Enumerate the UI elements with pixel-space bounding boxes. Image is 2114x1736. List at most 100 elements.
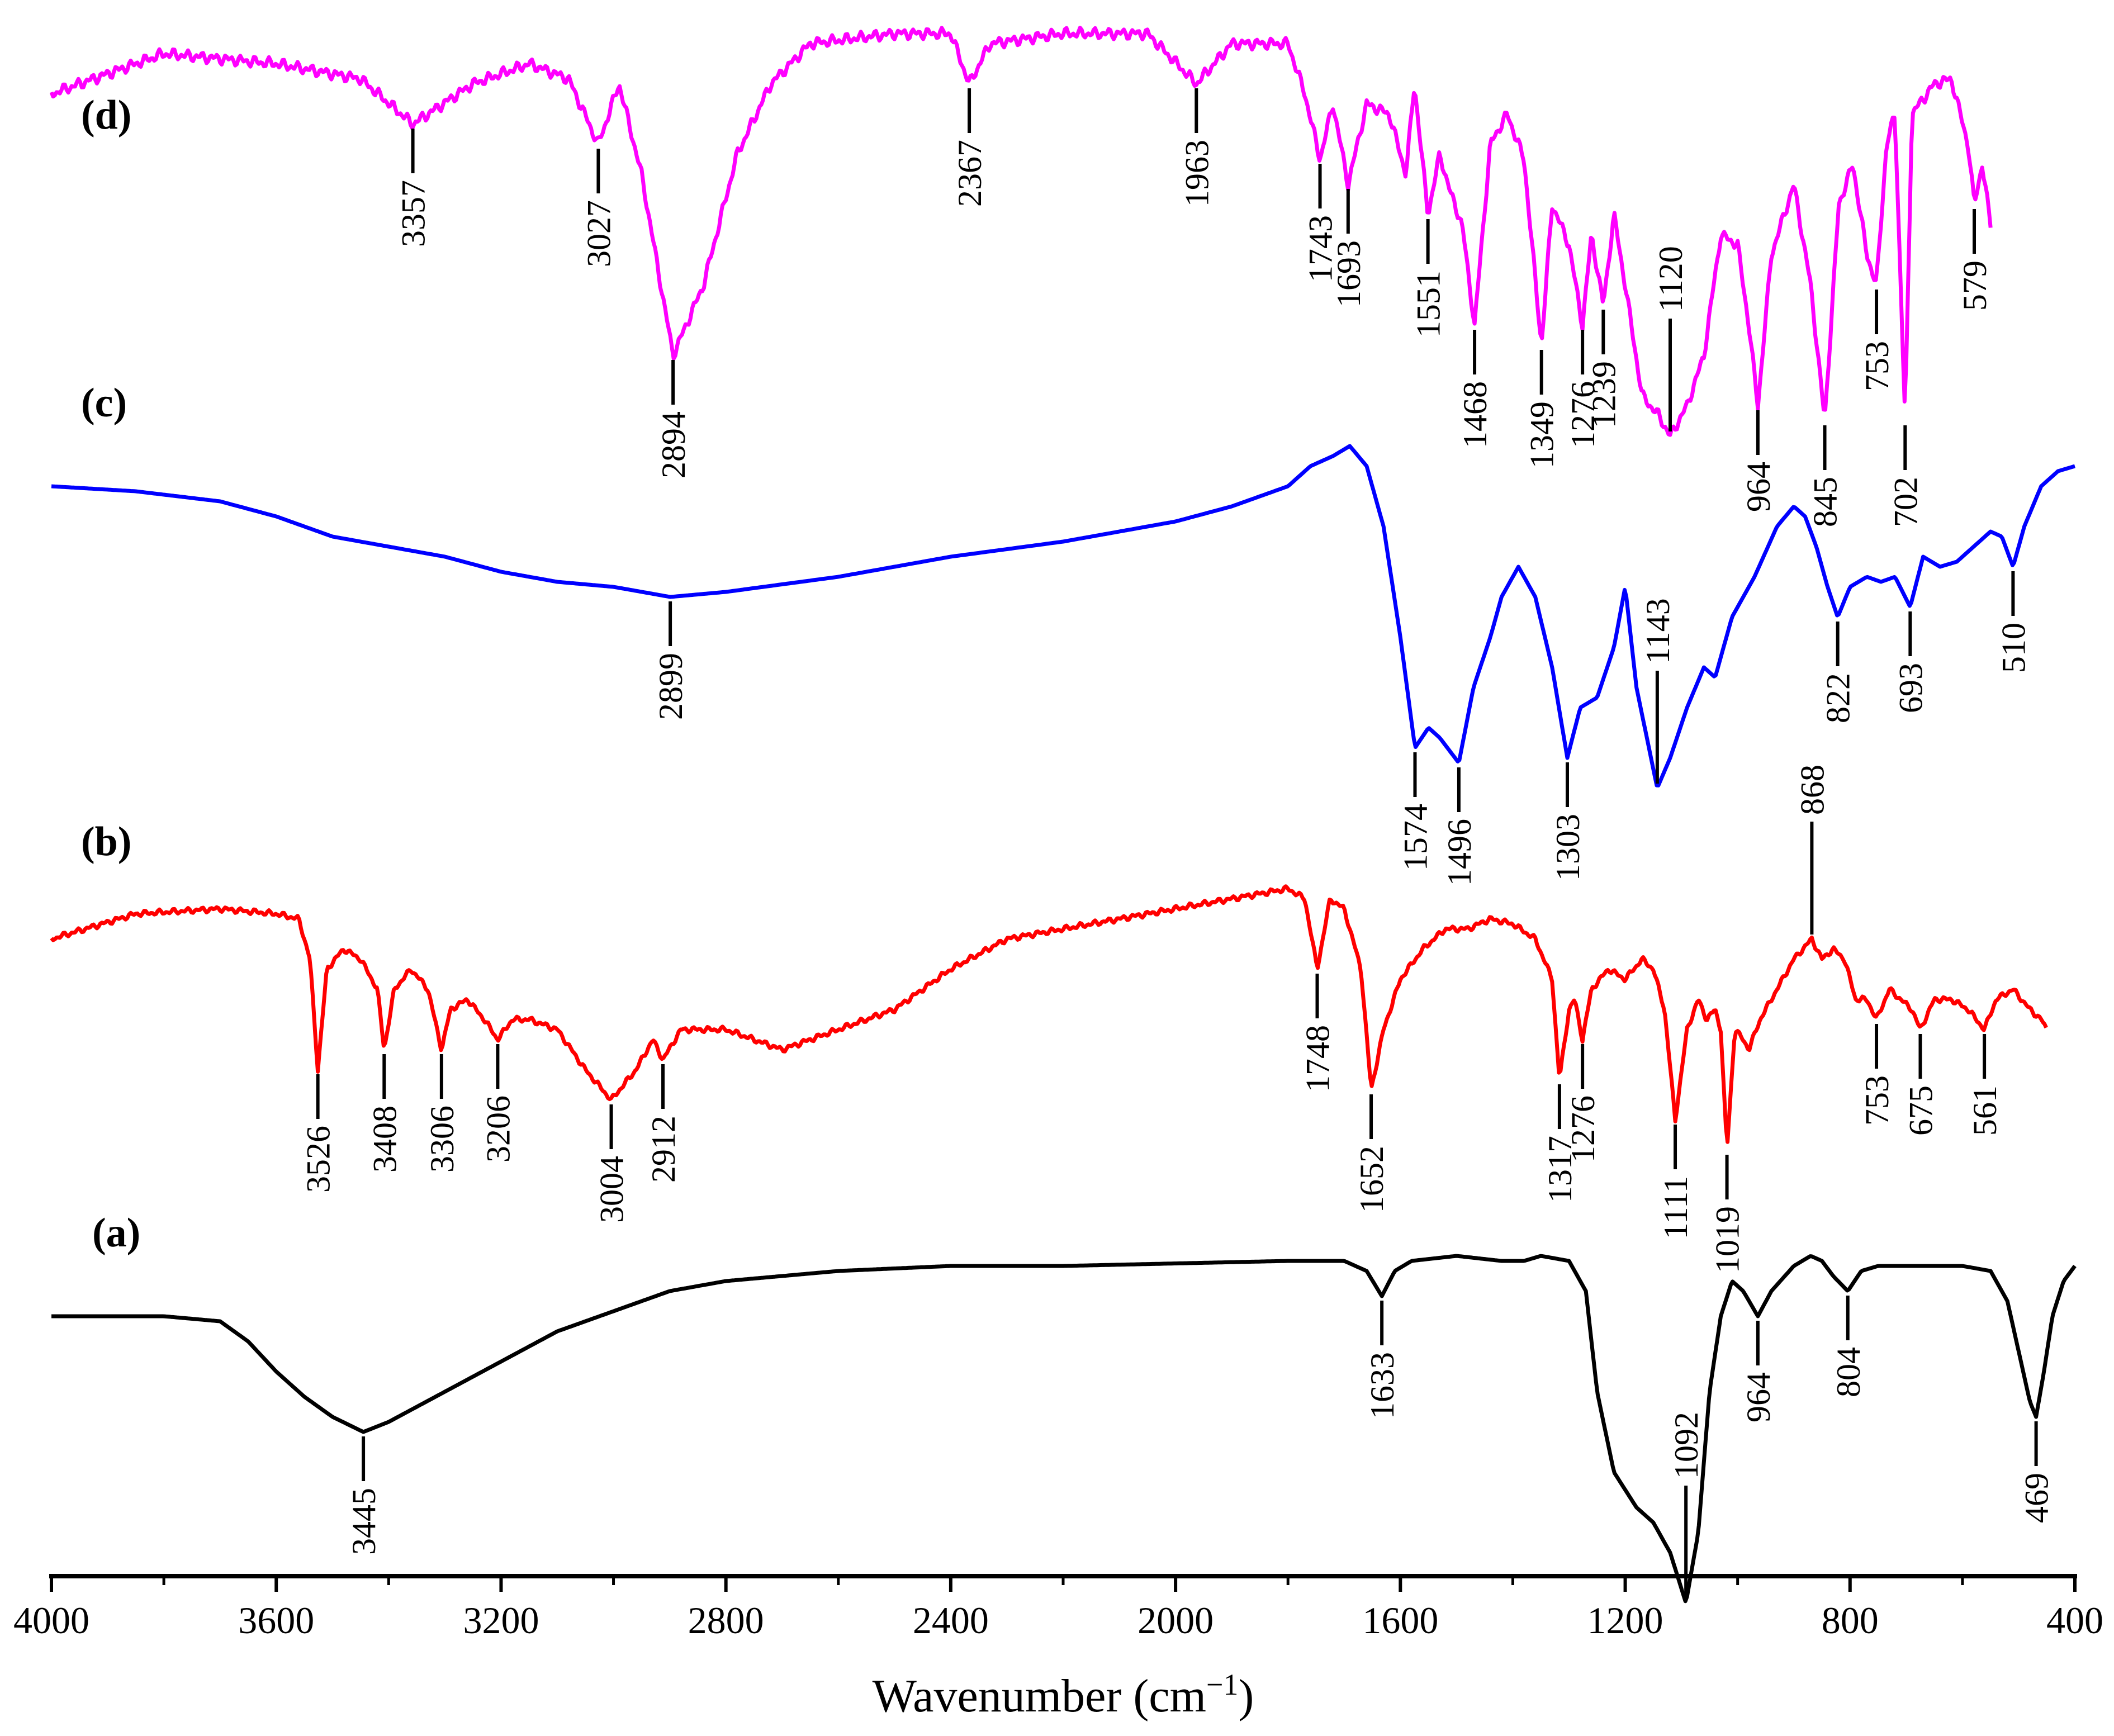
peak-d-1963: 1963 (1178, 88, 1215, 207)
peak-label-text: 3408 (366, 1106, 403, 1173)
peak-d-579: 579 (1956, 209, 1993, 311)
peak-b-1276: 1276 (1565, 1044, 1601, 1163)
peak-b-3306: 3306 (424, 1054, 461, 1173)
peak-d-1349: 1349 (1524, 350, 1561, 468)
peak-d-1693: 1693 (1330, 189, 1367, 307)
peak-label-text: 1748 (1300, 1025, 1336, 1092)
peak-b-1019: 1019 (1709, 1155, 1746, 1273)
x-tick-label: 400 (2046, 1599, 2103, 1642)
peak-b-3004: 3004 (594, 1104, 631, 1223)
peak-a-964: 964 (1740, 1321, 1777, 1422)
x-axis-title: Wavenumber (cm−1) (873, 1668, 1254, 1722)
peak-b-868: 868 (1794, 765, 1831, 935)
peak-a-3445: 3445 (345, 1436, 382, 1555)
peak-d-3357: 3357 (395, 129, 432, 247)
peak-label-text: 1143 (1639, 598, 1676, 664)
x-tick-label: 2000 (1137, 1599, 1214, 1642)
peak-label-text: 1317 (1542, 1136, 1579, 1203)
peak-b-675: 675 (1902, 1034, 1939, 1136)
peak-b-561: 561 (1966, 1034, 2003, 1136)
curve-label-c: (c) (81, 380, 127, 426)
peak-label-text: 3445 (345, 1488, 382, 1555)
x-tick-label: 3600 (238, 1599, 314, 1642)
peak-label-text: 845 (1807, 477, 1844, 527)
peak-label-text: 675 (1902, 1085, 1939, 1136)
peak-label-text: 1574 (1397, 804, 1434, 871)
x-axis-title-sup: −1 (1206, 1668, 1238, 1701)
peak-label-text: 702 (1887, 477, 1924, 527)
peak-d-753: 753 (1859, 290, 1895, 391)
peak-label-text: 1652 (1353, 1146, 1390, 1213)
peak-b-3526: 3526 (300, 1074, 337, 1193)
peak-c-510: 510 (1995, 571, 2032, 673)
peak-d-2894: 2894 (655, 360, 692, 478)
peak-d-964: 964 (1740, 410, 1777, 512)
spectra-curves (49, 26, 2077, 1604)
curve-label-d: (d) (81, 92, 131, 138)
peak-d-845: 845 (1807, 425, 1844, 527)
x-axis: 4000 3600 3200 2800 2400 2000 1600 1200 800 400 (13, 1574, 2103, 1642)
peak-a-804: 804 (1830, 1296, 1867, 1397)
peak-d-1743: 1743 (1302, 164, 1339, 282)
peak-label-text: 1276 (1565, 1095, 1601, 1163)
peak-c-1303: 1303 (1549, 762, 1586, 881)
peak-label-text: 2894 (655, 411, 692, 478)
peak-label-text: 753 (1859, 341, 1895, 391)
peak-label-text: 2899 (652, 653, 689, 720)
peak-b-1111: 1111 (1657, 1125, 1694, 1239)
x-axis-title-main: Wavenumber (cm (873, 1670, 1206, 1722)
peak-label-text: 1092 (1668, 1412, 1705, 1479)
x-tick-label: 3200 (463, 1599, 539, 1642)
peak-label-text: 3004 (594, 1156, 631, 1223)
peak-label-text: 1633 (1364, 1352, 1401, 1419)
peak-label-text: 1496 (1441, 819, 1478, 886)
peak-d-2367: 2367 (951, 88, 988, 207)
peak-label-text: 510 (1995, 623, 2032, 673)
x-axis-title-close: ) (1238, 1670, 1254, 1722)
x-tick-label: 800 (1822, 1599, 1879, 1642)
peak-c-822: 822 (1820, 622, 1857, 723)
curve-label-a: (a) (92, 1210, 140, 1256)
peak-label-text: 1303 (1549, 814, 1586, 881)
peak-a-1633: 1633 (1364, 1301, 1401, 1419)
x-tick-label: 2400 (913, 1599, 989, 1642)
peak-b-753: 753 (1859, 1024, 1895, 1126)
x-tick-label: 1600 (1362, 1599, 1438, 1642)
peak-d-1239: 1239 (1585, 310, 1622, 428)
peak-b-3206: 3206 (480, 1044, 516, 1163)
peak-label-text: 3306 (424, 1106, 461, 1173)
peak-b-1652: 1652 (1353, 1094, 1390, 1213)
peak-label-text: 753 (1859, 1075, 1895, 1126)
x-axis-ticks: 4000 3600 3200 2800 2400 2000 1600 1200 800 400 (13, 1576, 2103, 1642)
x-tick-label: 2800 (688, 1599, 764, 1642)
peak-label-text: 3027 (580, 200, 617, 267)
peak-d-3027: 3027 (580, 149, 617, 267)
peak-label-text: 561 (1966, 1085, 2003, 1136)
peak-label-text: 1239 (1585, 361, 1622, 428)
peak-label-text: 964 (1740, 462, 1777, 512)
peak-c-1496: 1496 (1441, 767, 1478, 886)
x-tick-label: 4000 (13, 1599, 89, 1642)
peak-label-text: 1276 (1565, 381, 1601, 448)
peak-label-text: 469 (2018, 1473, 2055, 1523)
peak-label-text: 693 (1892, 663, 1929, 713)
peak-d-1276: 1276 (1565, 330, 1601, 448)
peak-a-469: 469 (2018, 1421, 2055, 1523)
peak-label-text: 1120 (1652, 246, 1689, 312)
peak-d-1551: 1551 (1410, 219, 1447, 338)
spectrum-line-a (51, 1254, 2077, 1604)
spectrum-line-d (49, 26, 1993, 437)
peak-b-1317: 1317 (1542, 1084, 1579, 1203)
peak-label-text: 579 (1956, 260, 1993, 311)
peak-b-3408: 3408 (366, 1054, 403, 1173)
peak-d-702: 702 (1887, 425, 1924, 527)
curve-label-b: (b) (81, 819, 131, 865)
peak-label-text: 1019 (1709, 1206, 1746, 1273)
peak-c-1574: 1574 (1397, 752, 1434, 871)
peak-label-text: 1551 (1410, 271, 1447, 338)
peak-label-text: 3206 (480, 1095, 516, 1163)
peak-c-693: 693 (1892, 611, 1929, 713)
peak-c-2899: 2899 (652, 601, 689, 720)
